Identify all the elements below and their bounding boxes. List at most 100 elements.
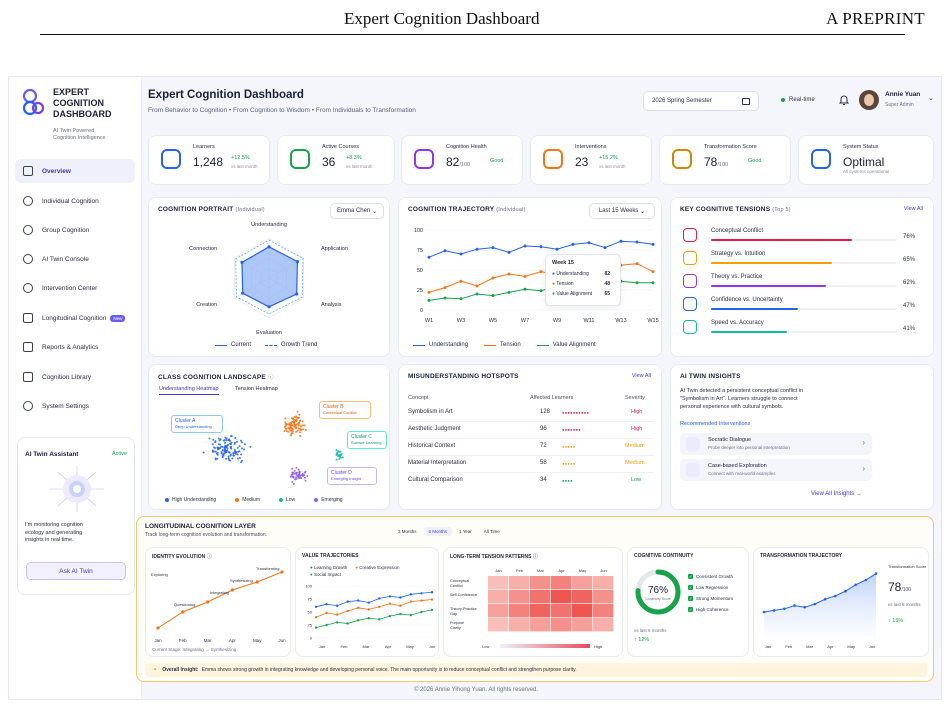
intervention-case-based[interactable]: Case-based Exploration Connect with real…: [680, 459, 872, 481]
identity-point: [181, 610, 185, 614]
view-all-insights-link[interactable]: View All Insights →: [811, 491, 862, 497]
case-icon: [686, 463, 700, 477]
assistant-msg-1: I'm monitoring cognition: [25, 522, 83, 528]
recommended-interventions-label: Recommended Interventions: [680, 421, 751, 427]
tension-bar-track: [711, 331, 897, 333]
cluster-point: [288, 422, 291, 425]
series-point: [491, 294, 495, 298]
transformation-chart: Jan Feb Mar Apr May Jun: [762, 572, 878, 649]
cluster-c-label: Cluster C Surface Learning: [347, 431, 387, 449]
sidebar-item-longitudinal-cognition[interactable]: Longitudinal Cognition New: [15, 306, 135, 330]
continuity-item-text: High Coherence: [696, 607, 729, 612]
sidebar-item-label: Reports & Analytics: [42, 343, 99, 351]
sidebar-item-reports-analytics[interactable]: Reports & Analytics: [15, 335, 135, 359]
cluster-point: [229, 440, 232, 443]
cluster-point: [224, 436, 227, 439]
y-tick-label: 25: [417, 288, 423, 294]
cluster-point: [302, 428, 305, 431]
chevron-down-icon[interactable]: ⌄: [928, 95, 934, 102]
sidebar-item-system-settings[interactable]: System Settings: [15, 394, 135, 418]
overall-insight-text: Emma shows strong growth in integrating …: [201, 667, 577, 673]
x-tick-label: W9: [553, 318, 561, 324]
range-3-months[interactable]: 3 Months: [398, 529, 417, 534]
tension-pct: 76%: [903, 234, 916, 240]
kpi-card: Learners 1,248 +12.5% vs last month: [148, 135, 270, 185]
cluster-point: [202, 451, 205, 454]
range-1-year[interactable]: 1 Year: [459, 529, 472, 534]
range-selector[interactable]: Last 15 Weeks ⌄: [589, 203, 655, 219]
tooltip-series: Value Alignment: [556, 291, 593, 297]
insight-line-2: "Symbolism in Art". Learners struggle to…: [680, 396, 798, 402]
cognition-trajectory-card: COGNITION TRAJECTORY (Individual) Last 1…: [398, 197, 662, 357]
range-6-months[interactable]: 6 Months: [423, 527, 453, 536]
sidebar-item-cognition-library[interactable]: Cognition Library: [15, 365, 135, 389]
sidebar-item-overview[interactable]: Overview: [15, 159, 135, 183]
portrait-title-text: COGNITION PORTRAIT: [158, 206, 234, 213]
y-tick-label: 100: [305, 584, 312, 589]
person-selector[interactable]: Emma Chen ⌄: [330, 203, 384, 219]
transform-point: [864, 578, 868, 582]
radar-point: [295, 260, 300, 264]
bell-icon[interactable]: [839, 94, 849, 106]
sidebar-item-ai-twin-console[interactable]: AI Twin Console: [15, 247, 135, 271]
avatar[interactable]: [859, 90, 879, 110]
kpi-unit: /100: [717, 162, 729, 168]
cluster-point: [338, 457, 341, 460]
tensions-view-all-link[interactable]: View All: [903, 206, 923, 212]
heatmap-col-label: Jun: [600, 568, 606, 573]
ask-ai-twin-button[interactable]: Ask AI Twin: [26, 562, 126, 580]
heatmap-cell: [551, 618, 572, 632]
tab-tension-heatmap[interactable]: Tension Heatmap: [235, 386, 278, 392]
range-all-time[interactable]: All Time: [483, 529, 500, 534]
sidebar-item-group-cognition[interactable]: Group Cognition: [15, 218, 135, 242]
sidebar-item-individual-cognition[interactable]: Individual Cognition: [15, 189, 135, 213]
radar-axis-label: Application: [321, 246, 348, 252]
intervention-socratic[interactable]: Socratic Dialogue Probe deeper into pers…: [680, 433, 872, 455]
heatmap-row-label: Theory-Practice: [450, 607, 477, 611]
chart-tooltip: Week 15 ● Understanding 82 ● Tension 48 ● Va…: [545, 254, 621, 306]
portrait-tag: (Individual): [235, 207, 265, 213]
cluster-point: [216, 457, 219, 460]
y-tick-label: 0: [420, 308, 423, 314]
cluster-point: [291, 475, 294, 478]
cluster-point: [283, 429, 286, 432]
cluster-point: [240, 453, 243, 456]
tension-patterns-card: LONG-TERM TENSION PATTERNS ⓘ Jan Feb Mar Ap…: [443, 547, 623, 657]
user-name[interactable]: Annie Yuan: [885, 91, 921, 98]
cluster-point: [224, 449, 227, 452]
cluster-point: [228, 451, 231, 454]
hotspot-severity: High: [631, 409, 643, 415]
tab-understanding-heatmap[interactable]: Understanding Heatmap: [159, 386, 219, 395]
series-point: [635, 240, 639, 244]
cluster-point: [299, 474, 302, 477]
identity-point: [156, 626, 160, 630]
series-point: [427, 290, 431, 294]
cluster-point: [238, 445, 241, 448]
hotspot-concept: Historical Context: [408, 443, 456, 449]
transform-area: [764, 573, 876, 636]
cluster-edge: [292, 479, 295, 481]
heatmap-cell: [530, 618, 551, 632]
semester-selector[interactable]: 2026 Spring Semester: [643, 91, 759, 111]
legend-dot: [279, 498, 283, 502]
heatmap-col-label: May: [579, 568, 587, 573]
values-legend: ● Learning Growth ● Creative Expression …: [310, 565, 434, 577]
gear-badge-icon: [23, 283, 33, 293]
info-icon: ⓘ: [267, 375, 274, 381]
sidebar-item-intervention-center[interactable]: Intervention Center: [15, 276, 135, 300]
hotspots-view-all-link[interactable]: View All: [631, 373, 651, 379]
heatmap-row-label: Gap: [450, 612, 457, 616]
heatmap-scale: [500, 644, 590, 648]
sidebar-item-label: Longitudinal Cognition: [42, 314, 107, 322]
tension-bar: [711, 331, 788, 333]
tension-pct: 65%: [903, 257, 916, 263]
cluster-point: [214, 441, 217, 444]
cluster-point: [300, 477, 303, 480]
severity-dots: ●●●●●●●: [562, 427, 582, 432]
kpi-note: vs last month: [599, 164, 626, 169]
chevron-right-icon: ›: [862, 438, 865, 447]
cluster-point: [217, 443, 220, 446]
identity-point: [280, 570, 284, 574]
cluster-edge: [296, 476, 300, 479]
cluster-point: [294, 478, 297, 481]
